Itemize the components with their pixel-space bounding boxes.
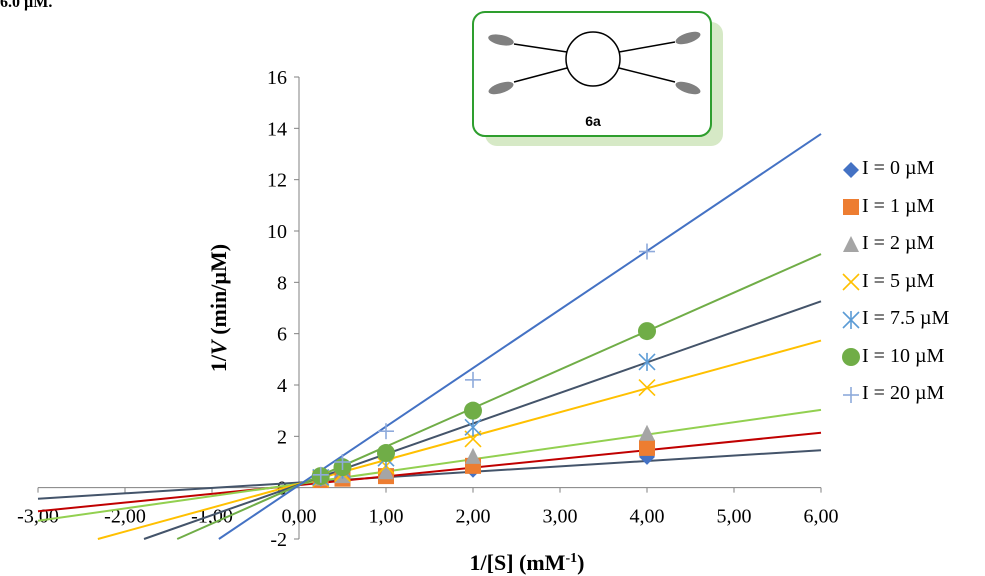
lobe-lower-left [488,81,514,95]
legend-label: I = 1 µM [862,194,935,217]
legend-marker-icon [843,161,859,178]
legend-marker-icon [842,348,860,367]
lobe-upper-left [488,34,514,46]
legend-marker-icon [843,199,859,216]
arm-upper-left [513,43,568,53]
lobe-upper-right [675,31,701,45]
legend: I = 0 µM I = 1 µM I = 2 µM I = 5 µM I = 7.5 … [840,150,949,413]
trend-line [37,431,822,513]
data-point [464,418,482,437]
data-point [465,447,481,464]
legend-marker [843,386,859,403]
y-tick-label: 12 [267,170,287,192]
y-tick-label: 4 [277,375,287,397]
x-tick-label: 3,00 [543,506,578,528]
top-note: 6.0 µM. [0,0,53,11]
x-tick-label: -2,00 [104,506,146,528]
trend-line [176,253,822,540]
data-point [465,371,481,388]
legend-label: I = 20 µM [862,382,945,405]
legend-marker [843,235,859,252]
legend-marker [843,161,859,178]
x-tick-label: 5,00 [717,506,752,528]
inset-label: 6a [585,113,601,129]
x-tick-label: 2,00 [456,506,491,528]
data-point [639,439,655,456]
arm-upper-right [618,41,676,53]
data-point [312,466,329,483]
data-point [639,424,655,441]
legend-item: I = 20 µM [840,375,949,413]
y-tick-label: 8 [277,272,287,294]
x-tick-label: 1,00 [369,506,404,528]
legend-marker [843,199,859,216]
legend-marker-icon [843,235,859,252]
y-tick-label: 14 [267,118,287,140]
lobe-lower-right [675,81,701,95]
legend-marker [842,348,860,367]
legend-item: I = 0 µM [840,150,949,188]
data-point [377,444,395,463]
data-points [311,243,656,488]
trend-line [218,133,822,540]
legend-label: I = 5 µM [862,269,935,292]
trend-line [97,339,822,540]
legend-marker [842,273,860,291]
x-tick-label: 6,00 [804,506,839,528]
data-point [378,423,394,440]
trend-line [37,449,822,500]
y-axis-label: 1/V (min/µM) [206,244,231,372]
legend-marker-icon [842,310,860,329]
legend-label: I = 2 µM [862,232,935,255]
arm-lower-right [618,67,676,83]
legend-item: I = 10 µM [840,338,949,376]
trend-line [143,300,822,540]
legend-item: I = 1 µM [840,188,949,226]
y-tick-label: -2 [270,529,287,551]
data-point [464,401,482,420]
inset-structure: 6a [472,11,723,146]
legend-label: I = 10 µM [862,344,945,367]
x-tick-label: 4,00 [630,506,665,528]
legend-label: I = 7.5 µM [862,307,950,330]
data-point [638,322,656,341]
y-tick-label: 6 [277,324,287,346]
arm-lower-left [513,67,568,83]
legend-marker-icon [842,273,860,291]
legend-marker-icon [843,386,859,403]
trend-line [37,408,822,522]
x-tick-label: 0,00 [282,506,317,528]
data-point [639,243,655,260]
y-tick-label: 2 [277,426,287,448]
core-circle [565,31,621,87]
x-axis-label: 1/[S] (mM-1) [470,550,585,575]
data-point [334,454,351,470]
legend-marker [842,310,860,329]
legend-item: I = 5 µM [840,263,949,301]
fit-lines [37,133,822,540]
data-point [378,463,394,480]
legend-item: I = 7.5 µM [840,300,949,338]
data-point [638,352,656,371]
data-point [638,379,656,397]
legend-item: I = 2 µM [840,225,949,263]
y-tick-label: 10 [267,221,287,243]
y-tick-label: 16 [267,67,287,89]
legend-label: I = 0 µM [862,157,935,180]
